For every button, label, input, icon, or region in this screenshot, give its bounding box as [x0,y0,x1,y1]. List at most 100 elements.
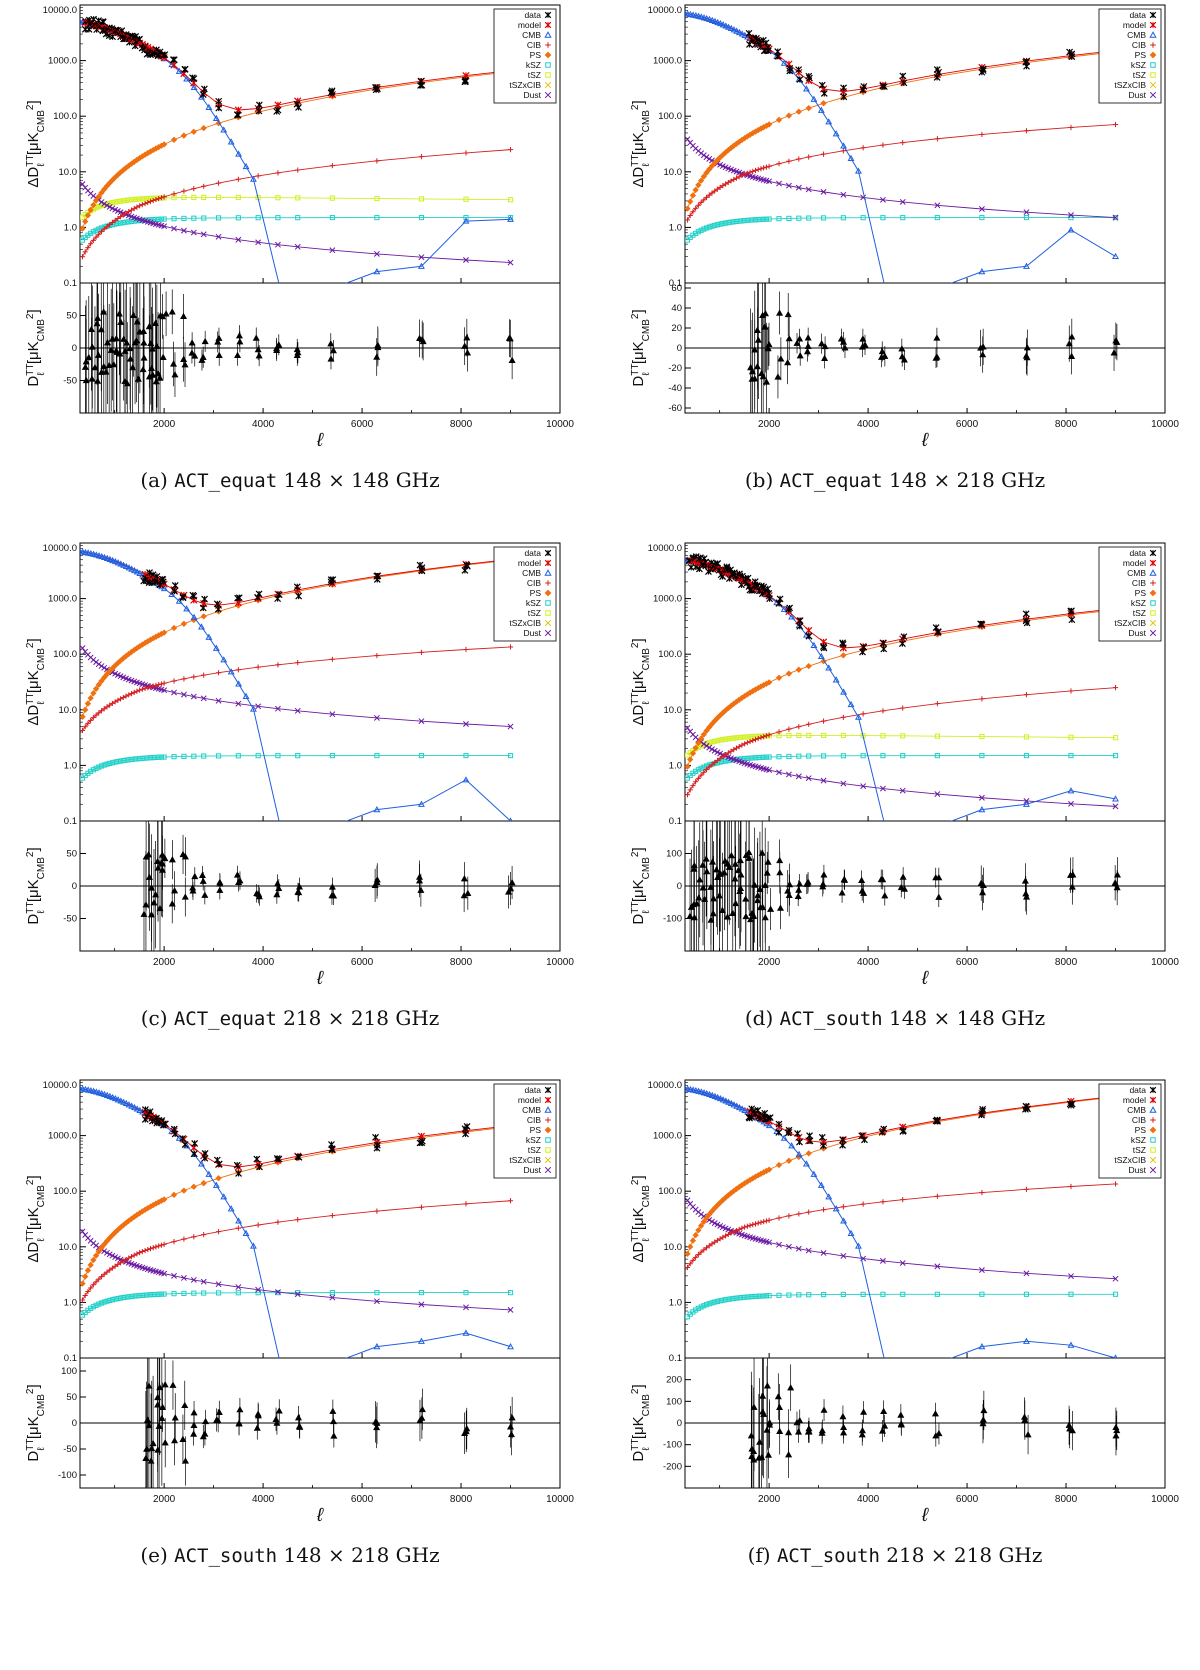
data-point [253,1155,261,1163]
dust-series-point [709,746,715,753]
cib-series-point [766,1217,772,1223]
residual-point [695,894,703,901]
residual-point [796,335,804,342]
cib-series-point [215,1229,222,1235]
dust-series-point [1068,800,1074,807]
caption-field: ACT_equat [779,470,883,492]
ksz-series-point [96,764,102,770]
data-point [932,1117,940,1125]
y-tick-label: 10000.0 [648,1080,682,1091]
x-tick-label: 10000 [1151,419,1179,430]
residual-point [758,1453,766,1461]
legend-label: CMB [1127,1105,1146,1115]
ps-series-point [703,727,710,734]
cmb-point [1067,226,1075,233]
cib-series-point [507,644,514,650]
dust-series-point [776,769,782,776]
legend-symbol [1150,610,1156,616]
cmb-point [817,652,825,660]
ps-series-point [765,121,773,128]
cmb-point [708,16,716,24]
cib-series-point [235,667,241,673]
ps-series-point [805,105,812,112]
ksz-series-point [1068,1291,1074,1297]
ksz-series-point [128,1293,135,1300]
dust-series-point [879,196,886,203]
ps-series-point [695,181,702,189]
residual-point [161,1381,169,1388]
residual-point [461,342,469,349]
ksz-series-point [720,220,726,227]
cib-series-point [725,1231,731,1238]
ksz-series-point [747,755,753,761]
cib-series-point [840,1204,846,1210]
y-tick-label: 1000.0 [48,1131,77,1142]
cib-series-point [139,686,145,692]
data-point [900,79,908,87]
residual-point [149,371,157,378]
residual-point [803,880,811,887]
cib-series-point [736,174,742,180]
residual-point [373,1423,381,1431]
caption-a: (a) ACT_equat 148 × 148 GHz [10,468,570,492]
cib-series-point [703,194,710,201]
ps-series-point [84,700,92,707]
x-tick-label: 8000 [1055,957,1078,968]
ksz-series-point [123,219,129,225]
model-point [180,69,188,78]
cmb-point [205,633,213,640]
residual-point [731,860,739,867]
ksz-series-point [1112,753,1119,759]
y-tick-label: 1.0 [669,760,682,771]
legend-label: data [1129,10,1146,20]
cmb-point [175,1134,183,1141]
y-tick-label: 0.1 [64,1353,77,1364]
y-tick-label: 10.0 [664,1242,683,1253]
cmb-point [738,1105,746,1112]
ps-series-point [692,744,699,752]
data-point [786,65,794,72]
cmb-point [183,605,191,612]
ps-series-point [87,1261,94,1269]
ps-series-point [92,1252,100,1259]
residual-point [742,895,750,902]
cib-series-point [979,1189,985,1196]
ksz-series-point [104,761,110,767]
tsz-series-point [201,194,207,200]
cmb-point [847,1229,855,1236]
y-tick-label: 10000.0 [43,1080,77,1091]
legend-symbol [545,42,551,48]
dust-series-point [766,1239,773,1246]
tsz-series-point [295,195,301,201]
caption-c: (c) ACT_equat 218 × 218 GHz [10,1006,570,1030]
y-tick-label: 10.0 [59,167,78,178]
y-tick-label: 0.1 [669,816,682,827]
cib-series-point [728,178,734,184]
ps-series-point [708,1208,716,1215]
ksz-series-point [900,1291,906,1297]
residual-point [139,365,147,373]
tsz-series-point [181,194,187,201]
residual-point [714,873,722,880]
ps-series-point [708,162,716,170]
ksz-series-point [109,760,115,766]
data-point [200,85,208,93]
residual-point [1021,877,1029,884]
residual-point [1110,349,1118,356]
tsz-series-point [733,735,740,741]
tsz-series-point [725,736,731,742]
cib-series-point [860,1201,866,1207]
data-point [785,1126,793,1134]
cib-series-point [717,1236,723,1242]
tsz-series-point [806,732,812,738]
cib-series-point [758,734,764,741]
caption-d: (d) ACT_south 148 × 148 GHz [615,1006,1175,1030]
ksz-series-point [131,218,137,224]
cmb-point [114,1096,122,1103]
cib-series-point [742,171,748,177]
legend-label: Dust [524,1165,542,1175]
cmb-tail-line [950,1340,1116,1358]
cmb-tail-line [950,790,1116,821]
residual-point [774,1392,782,1400]
ksz-series-point [153,216,159,223]
